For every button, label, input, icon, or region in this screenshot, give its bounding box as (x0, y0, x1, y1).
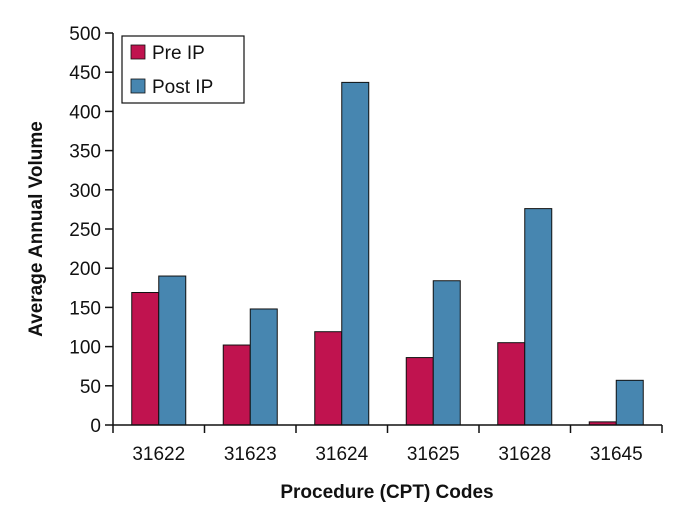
y-ticks-group: 0 50 100 150 200 250 300 350 400 450 500 (69, 24, 113, 437)
y-axis-title: Average Annual Volume (26, 121, 47, 337)
bar-pre-ip-31624 (314, 331, 343, 426)
bars-group (131, 81, 644, 426)
bar-post-ip-31625 (432, 280, 461, 426)
y-tick-label: 500 (69, 24, 101, 45)
y-tick-label: 50 (80, 377, 101, 398)
y-tick-label: 350 (69, 142, 101, 163)
bar-pre-ip-31622 (131, 292, 160, 426)
y-tick-label: 250 (69, 220, 101, 241)
y-tick-label: 100 (69, 338, 101, 359)
y-tick-label: 300 (69, 181, 101, 202)
x-tick-label-31624: 31624 (315, 444, 368, 465)
bar-post-ip-31622 (158, 275, 187, 426)
bar-pre-ip-31628 (497, 342, 526, 426)
x-tick-label-31623: 31623 (224, 444, 277, 465)
y-tick-label: 450 (69, 63, 101, 84)
bar-post-ip-31645 (615, 379, 644, 426)
x-ticks-group: 31622 31623 31624 31625 31628 31645 (112, 425, 663, 465)
legend-swatch-pre-ip (130, 44, 146, 60)
y-tick-label: 200 (69, 259, 101, 280)
x-axis-title: Procedure (CPT) Codes (280, 482, 493, 503)
x-tick-label-31625: 31625 (407, 444, 460, 465)
bar-post-ip-31624 (341, 81, 370, 426)
bar-pre-ip-31623 (222, 344, 251, 426)
y-tick-label: 150 (69, 298, 101, 319)
legend: Pre IP Post IP (121, 35, 245, 104)
bar-post-ip-31628 (524, 208, 553, 426)
bar-post-ip-31623 (249, 308, 278, 426)
bar-pre-ip-31625 (405, 357, 434, 426)
legend-label-post-ip: Post IP (152, 77, 213, 98)
x-tick-label-31628: 31628 (498, 444, 551, 465)
x-tick-label-31645: 31645 (590, 444, 643, 465)
legend-label-pre-ip: Pre IP (152, 43, 205, 64)
legend-swatch-post-ip (130, 78, 146, 94)
y-tick-label: 0 (90, 416, 101, 437)
x-tick-label-31622: 31622 (132, 444, 185, 465)
y-tick-label: 400 (69, 102, 101, 123)
